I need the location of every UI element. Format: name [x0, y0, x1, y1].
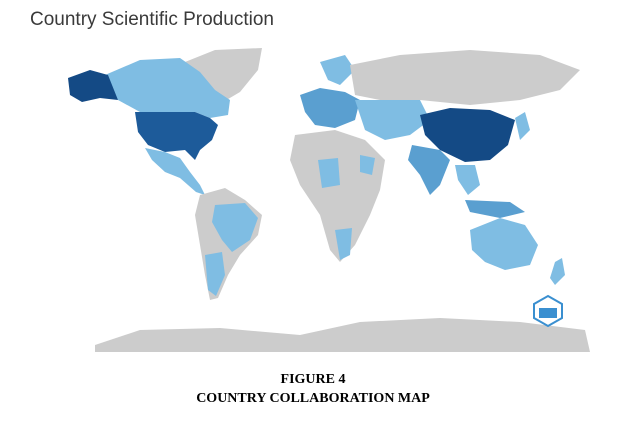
ethiopia: [360, 155, 375, 175]
south-africa: [335, 228, 352, 260]
india: [408, 145, 450, 195]
new-zealand: [550, 258, 565, 285]
logo: [533, 294, 563, 328]
figure-caption: COUNTRY COLLABORATION MAP: [196, 391, 430, 406]
china: [420, 108, 515, 162]
figure-label: FIGURE 4: [281, 372, 346, 387]
europe: [300, 88, 360, 128]
brazil: [212, 203, 258, 252]
southeast-asia: [455, 165, 480, 195]
australia: [470, 218, 538, 270]
map-title: Country Scientific Production: [30, 9, 274, 30]
mexico: [145, 148, 205, 195]
indonesia: [465, 200, 525, 218]
japan: [515, 112, 530, 140]
usa: [135, 112, 218, 160]
antarctica: [95, 318, 590, 352]
nigeria-region: [318, 158, 340, 188]
world-map: [68, 48, 590, 352]
greenland: [185, 48, 262, 105]
scandinavia: [320, 55, 355, 85]
alaska: [68, 70, 118, 102]
argentina: [205, 252, 225, 296]
central-asia: [355, 100, 430, 140]
canada: [105, 58, 230, 118]
russia: [350, 50, 580, 105]
